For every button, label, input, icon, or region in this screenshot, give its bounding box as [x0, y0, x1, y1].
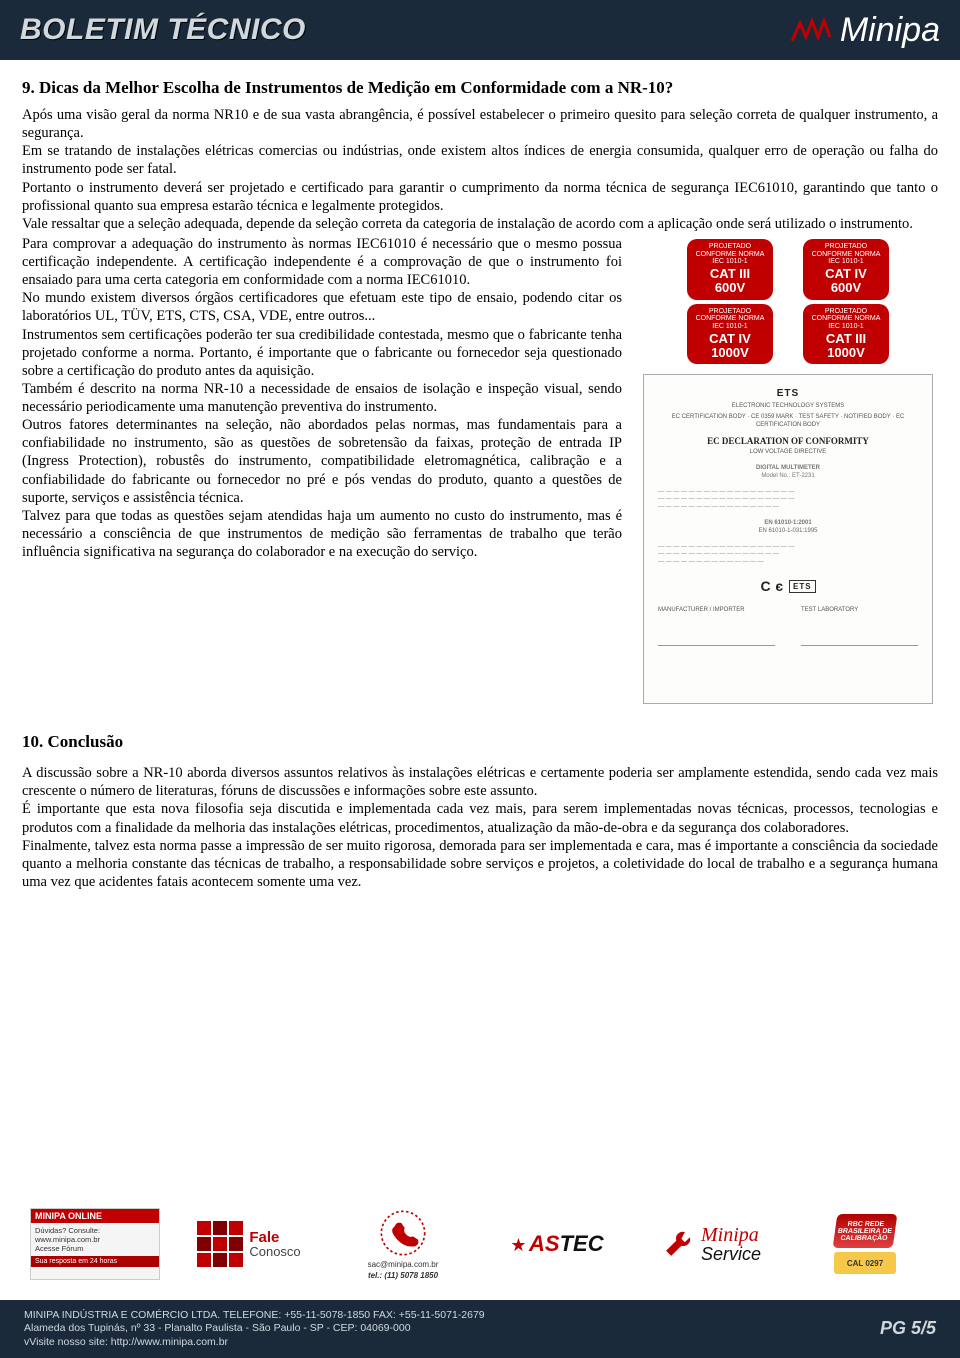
cat-label-1a: PROJETADO CONFORME NORMA IEC 1010-1 CAT … [687, 239, 773, 300]
footer-line1: MINIPA INDÚSTRIA E COMÉRCIO LTDA. TELEFO… [24, 1309, 485, 1323]
cert-logo: ETS [658, 387, 918, 400]
brand-logo: Minipa [790, 11, 940, 50]
section-10-title: 10. Conclusão [22, 732, 938, 752]
cert-ce-mark: C є ETS [658, 577, 918, 595]
online-body: Dúvidas? Consulte: www.minipa.com.br Ace… [31, 1223, 159, 1256]
service-text: Minipa Service [701, 1225, 761, 1263]
footer-logos-row: MINIPA ONLINE Dúvidas? Consulte: www.min… [0, 1208, 960, 1280]
cert-directive: LOW VOLTAGE DIRECTIVE [658, 449, 918, 457]
cat-volt-2a: 600V [811, 281, 881, 295]
cat-main-2a: CAT IV [811, 267, 881, 281]
s10-p2: É importante que esta nova filosofia sej… [22, 800, 938, 836]
s9-p2: Em se tratando de instalações elétricas … [22, 142, 938, 178]
document-title: BOLETIM TÉCNICO [20, 13, 306, 47]
cat-tiny-2a: PROJETADO CONFORME NORMA IEC 1010-1 [811, 243, 881, 266]
sig-line-l [658, 645, 775, 648]
cat-labels-group: PROJETADO CONFORME NORMA IEC 1010-1 CAT … [687, 239, 889, 364]
cert-std: EN 61010-1:2001 [658, 520, 918, 528]
cert-title: EC DECLARATION OF CONFORMITY [658, 436, 918, 448]
zigzag-icon [790, 15, 832, 45]
s9-p1: Após uma visão geral da norma NR10 e de … [22, 106, 938, 142]
section-9-intro: Após uma visão geral da norma NR10 e de … [22, 106, 938, 233]
cal-cert-badge: CAL 0297 [834, 1252, 896, 1274]
s9-p3: Portanto o instrumento deverá ser projet… [22, 179, 938, 215]
sac-logo: sac@minipa.com.br tel.: (11) 5078 1850 [338, 1208, 468, 1280]
fale-conosco-logo: Fale Conosco [184, 1208, 314, 1280]
cert-sub1: ELECTRONIC TECHNOLOGY SYSTEMS [658, 403, 918, 411]
rbc-badge: RBC REDE BRASILEIRA DE CALIBRAÇÃO [833, 1214, 898, 1248]
wrench-icon [661, 1227, 695, 1261]
online-top: MINIPA ONLINE [31, 1209, 159, 1223]
fale-text: Fale Conosco [249, 1230, 300, 1258]
s10-p1: A discussão sobre a NR-10 aborda diverso… [22, 764, 938, 800]
cert-model: Model No.: ET-2231 [658, 473, 918, 481]
star-icon: ★ [510, 1235, 526, 1255]
cat-group-1: PROJETADO CONFORME NORMA IEC 1010-1 CAT … [687, 239, 773, 364]
certificate-image: ETS ELECTRONIC TECHNOLOGY SYSTEMS EC CER… [643, 374, 933, 704]
section-9-title: 9. Dicas da Melhor Escolha de Instrument… [22, 78, 938, 98]
cert-block-3: — — — — — — — — — — — — — — — — — —— — —… [658, 544, 918, 567]
cat-main-1b: CAT IV [695, 332, 765, 346]
cert-block-1: DIGITAL MULTIMETER Model No.: ET-2231 [658, 465, 918, 481]
footer-line3: vVisite nosso site: http://www.minipa.co… [24, 1336, 485, 1350]
minipa-online-card: MINIPA ONLINE Dúvidas? Consulte: www.min… [30, 1208, 160, 1280]
footer-line2: Alameda dos Tupinás, nº 33 - Planalto Pa… [24, 1322, 485, 1336]
fale-grid-icon [197, 1221, 243, 1267]
sac-email: sac@minipa.com.br [368, 1260, 439, 1269]
minipa-service-logo: Minipa Service [646, 1208, 776, 1280]
cert-sig-left: MANUFACTURER / IMPORTER [658, 607, 775, 648]
cert-model-lbl: DIGITAL MULTIMETER [658, 465, 918, 473]
s9-lf: Talvez para que todas as questões sejam … [22, 507, 622, 561]
cat-label-1b: PROJETADO CONFORME NORMA IEC 1010-1 CAT … [687, 304, 773, 365]
s10-p3: Finalmente, talvez esta norma passe a im… [22, 837, 938, 891]
cert-block-2: — — — — — — — — — — — — — — — — — —— — —… [658, 489, 918, 512]
section-10: 10. Conclusão A discussão sobre a NR-10 … [22, 732, 938, 891]
cat-tiny-1b: PROJETADO CONFORME NORMA IEC 1010-1 [695, 308, 765, 331]
cat-label-2b: PROJETADO CONFORME NORMA IEC 1010-1 CAT … [803, 304, 889, 365]
sig-line-r [801, 645, 918, 648]
s9-lc: Instrumentos sem certificações poderão t… [22, 326, 622, 380]
left-column: Para comprovar a adequação do instrument… [22, 235, 622, 704]
cert-sig-right: TEST LABORATORY [801, 607, 918, 648]
cat-tiny-1a: PROJETADO CONFORME NORMA IEC 1010-1 [695, 243, 765, 266]
s9-p4: Vale ressaltar que a seleção adequada, d… [22, 215, 938, 233]
cat-volt-1a: 600V [695, 281, 765, 295]
page-number: PG 5/5 [880, 1317, 936, 1340]
cat-volt-1b: 1000V [695, 346, 765, 360]
content-area: 9. Dicas da Melhor Escolha de Instrument… [0, 60, 960, 891]
cert-std2: EN 61010-1-031:1995 [658, 528, 918, 536]
astec-text: ★ ASTEC [510, 1231, 603, 1257]
brand-name: Minipa [840, 11, 940, 50]
cat-label-2a: PROJETADO CONFORME NORMA IEC 1010-1 CAT … [803, 239, 889, 300]
section-10-body: A discussão sobre a NR-10 aborda diverso… [22, 764, 938, 891]
s9-le: Outros fatores determinantes na seleção,… [22, 416, 622, 507]
online-bot: Sua resposta em 24 horas [31, 1256, 159, 1267]
footer-address: MINIPA INDÚSTRIA E COMÉRCIO LTDA. TELEFO… [24, 1309, 485, 1350]
footer-band: MINIPA INDÚSTRIA E COMÉRCIO LTDA. TELEFO… [0, 1300, 960, 1358]
phone-circle-icon [376, 1208, 430, 1258]
s9-ld: Também é descrito na norma NR-10 a neces… [22, 380, 622, 416]
calibration-badges: RBC REDE BRASILEIRA DE CALIBRAÇÃO CAL 02… [800, 1208, 930, 1280]
header-band: BOLETIM TÉCNICO Minipa [0, 0, 960, 60]
s9-lb: No mundo existem diversos órgãos certifi… [22, 289, 622, 325]
sac-tel: tel.: (11) 5078 1850 [368, 1271, 438, 1280]
s9-la: Para comprovar a adequação do instrument… [22, 235, 622, 289]
cat-main-1a: CAT III [695, 267, 765, 281]
cat-tiny-2b: PROJETADO CONFORME NORMA IEC 1010-1 [811, 308, 881, 331]
cat-main-2b: CAT III [811, 332, 881, 346]
astec-logo: ★ ASTEC [492, 1208, 622, 1280]
cert-sub2: EC CERTIFICATION BODY · CE 0359 MARK · T… [658, 414, 918, 430]
cert-sig-row: MANUFACTURER / IMPORTER TEST LABORATORY [658, 607, 918, 648]
right-column: PROJETADO CONFORME NORMA IEC 1010-1 CAT … [638, 235, 938, 704]
cat-group-2: PROJETADO CONFORME NORMA IEC 1010-1 CAT … [803, 239, 889, 364]
two-column-layout: Para comprovar a adequação do instrument… [22, 235, 938, 704]
cat-volt-2b: 1000V [811, 346, 881, 360]
